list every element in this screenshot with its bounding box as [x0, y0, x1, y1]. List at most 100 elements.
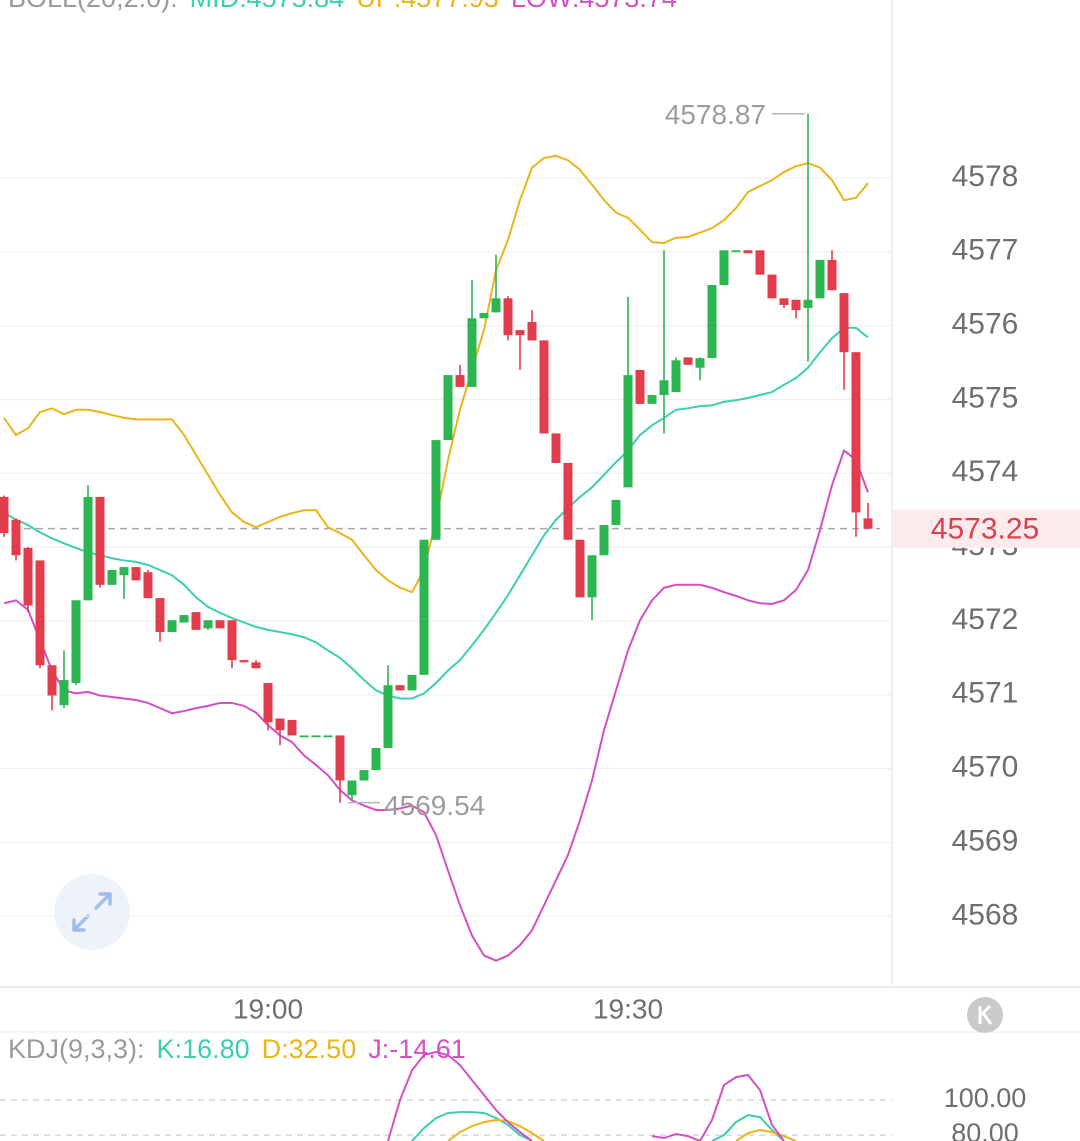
candle-body [167, 620, 177, 633]
candle-body [503, 298, 513, 336]
y-tick-label: 4575 [952, 381, 1019, 414]
candle-body [659, 380, 669, 396]
indicator-line [3, 326, 869, 700]
k-icon[interactable] [978, 1004, 993, 1025]
candle-body [647, 395, 657, 404]
candle-body [35, 560, 45, 666]
y-tick-label: 4574 [952, 455, 1019, 488]
legend-name: K: [157, 1034, 183, 1064]
legend-value: 4577.93 [401, 0, 499, 13]
candle-body [359, 770, 369, 781]
candle-body [347, 780, 357, 796]
candle-body [599, 524, 609, 556]
candle-body [671, 360, 681, 393]
y-tick-label: 4570 [952, 751, 1019, 784]
candle-body [683, 357, 693, 365]
candle-body [527, 321, 537, 341]
indicator-name: BOLL(20,2.0): [8, 0, 178, 13]
candle-body [803, 299, 813, 308]
candle-body [587, 555, 597, 598]
expand-button-bg[interactable] [54, 874, 130, 950]
candle-body [215, 620, 225, 629]
candle-body [851, 352, 861, 513]
indicator-line [3, 448, 869, 962]
y-tick-label: 100.00 [944, 1083, 1027, 1113]
candle-body [131, 567, 141, 581]
candle-body [443, 375, 453, 441]
candle-body [407, 674, 417, 691]
indicator-line [447, 1118, 797, 1141]
max-label: 4578.87 [665, 99, 766, 130]
min-label: 4569.54 [384, 790, 485, 821]
legend-value: 32.50 [289, 1034, 357, 1064]
candle-body [695, 358, 705, 368]
candle-body [743, 250, 753, 254]
legend-name: UP: [356, 0, 401, 13]
candle-body [0, 496, 9, 534]
indicator-name: KDJ(9,3,3): [8, 1034, 145, 1064]
indicator-legend: BOLL(20,2.0): MID:4575.84 UP:4577.93 LOW:45… [8, 0, 677, 13]
candle-body [299, 735, 309, 738]
candle-body [563, 462, 573, 540]
y-tick-label: 4569 [952, 824, 1019, 857]
y-tick-label: 4576 [952, 308, 1019, 341]
legend-name: J: [368, 1034, 389, 1064]
candle-body [539, 340, 549, 434]
candle-body [371, 747, 381, 771]
legend-value: 16.80 [182, 1034, 250, 1064]
candle-body [95, 496, 105, 585]
candle-body [755, 250, 765, 275]
candle-body [335, 735, 345, 781]
y-tick-label: 4568 [952, 898, 1019, 931]
candle-body [455, 375, 465, 387]
candle-body [107, 570, 117, 585]
candle-body [575, 539, 585, 598]
candle-body [71, 600, 81, 684]
candle-body [719, 250, 729, 286]
y-tick-label: 4578 [952, 160, 1019, 193]
legend-name: MID: [190, 0, 247, 13]
k-button[interactable] [967, 997, 1003, 1033]
last-price-label: 4573.25 [931, 513, 1039, 546]
candle-body [767, 274, 777, 299]
indicator-legend: KDJ(9,3,3): K:16.80 D:32.50 J:-14.61 [8, 1034, 466, 1064]
candle-body [155, 598, 165, 633]
candle-body [791, 299, 801, 311]
candle-body [263, 683, 273, 723]
candle-body [83, 496, 93, 601]
y-tick-label: 80.00 [951, 1118, 1019, 1141]
candle-body [623, 375, 633, 488]
candle-body [59, 680, 69, 706]
candle-body [779, 298, 789, 305]
y-tick-label: 4577 [952, 234, 1019, 267]
indicator-line [411, 1111, 785, 1141]
candle-body [863, 518, 873, 529]
candle-body [11, 519, 21, 556]
candle-body [731, 250, 741, 253]
candle-body [815, 259, 825, 299]
candle-body [395, 685, 405, 691]
candle-body [143, 572, 153, 599]
candle-body [275, 718, 285, 731]
candle-body [551, 433, 561, 463]
legend-value: 4573.74 [579, 0, 677, 13]
candle-body [179, 615, 189, 623]
last-price-box [892, 509, 1080, 548]
candle-body [227, 620, 237, 661]
candle-body [191, 612, 201, 630]
candle-body [47, 665, 57, 696]
expand-icon[interactable] [72, 892, 112, 932]
y-tick-label: 4571 [952, 677, 1019, 710]
candle-body [491, 298, 501, 313]
legend-name: D: [262, 1034, 289, 1064]
expand-button[interactable] [54, 874, 130, 950]
x-tick-label: 19:00 [233, 993, 303, 1024]
candle-body [467, 318, 477, 387]
candle-body [515, 330, 525, 336]
candle-body [479, 313, 489, 319]
candle-body [419, 539, 429, 675]
legend-value: 4575.84 [247, 0, 345, 13]
